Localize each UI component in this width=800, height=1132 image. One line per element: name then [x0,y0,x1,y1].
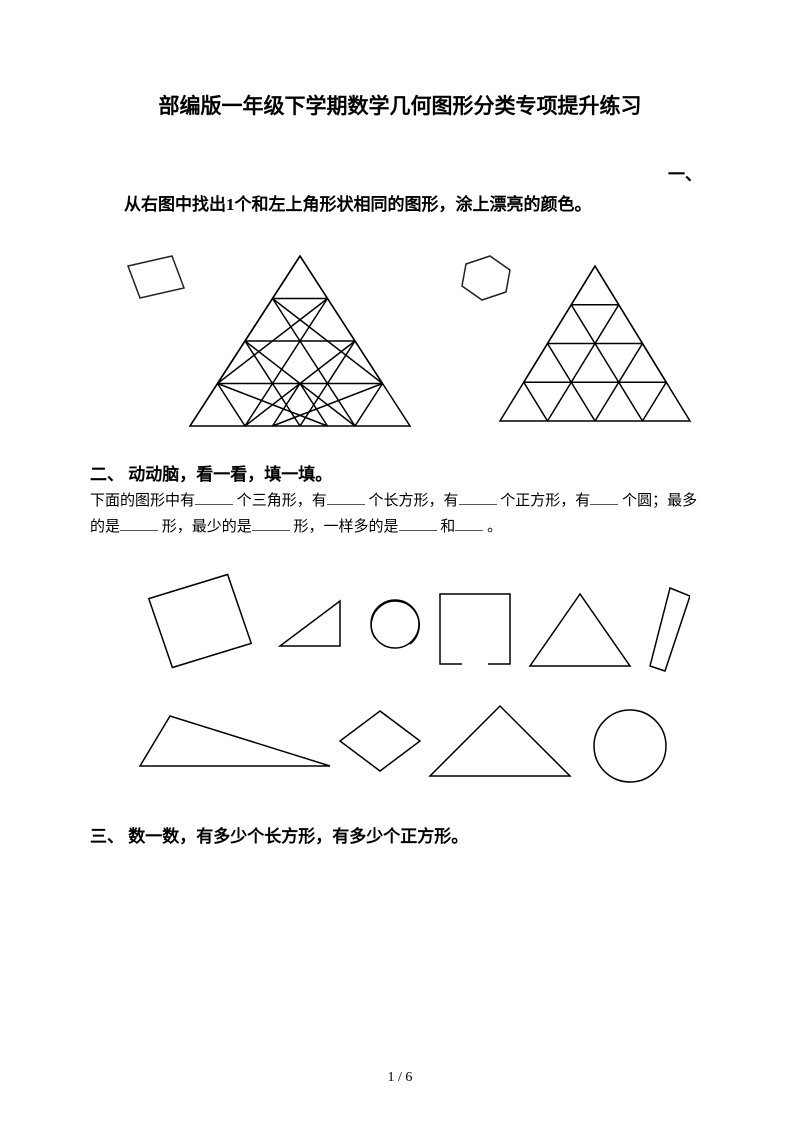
blank-triangles[interactable] [195,489,233,505]
q3-head: 三、 数一数，有多少个长方形，有多少个正方形。 [90,822,710,847]
q2-b: 个三角形，有 [237,493,327,509]
q1-text: 从右图中找出1个和左上角形状相同的图形，涂上漂亮的颜色。 [90,191,710,218]
q2-a: 下面的图形中有 [90,493,195,509]
q2-head: 二、 动动脑，看一看，填一填。 [90,460,710,485]
q2-figure [90,566,710,796]
q1-figure [90,244,710,434]
blank-least[interactable] [252,515,290,531]
q1-marker: 一、 [90,160,710,185]
blank-same1[interactable] [399,515,437,531]
q2-c: 个长方形，有 [369,493,459,509]
page-number: 1 / 6 [0,1070,800,1086]
q2-svg [110,566,690,796]
blank-same2[interactable] [455,515,483,531]
q2-body: 下面的图形中有 个三角形，有 个长方形，有 个正方形，有 个圆；最多的是 形，最… [90,489,710,540]
q2-h: 和 [440,519,455,535]
page-title: 部编版一年级下学期数学几何图形分类专项提升练习 [90,90,710,120]
q2-i: 。 [487,519,502,535]
q2-g: 形，一样多的是 [294,519,399,535]
blank-circles1[interactable] [590,489,618,505]
blank-most[interactable] [120,515,158,531]
blank-rects[interactable] [327,489,365,505]
blank-squares[interactable] [459,489,497,505]
page: 部编版一年级下学期数学几何图形分类专项提升练习 一、 从右图中找出1个和左上角形… [0,0,800,1132]
q2-f: 形，最少的是 [162,519,252,535]
q1-svg [100,244,700,434]
q2-d: 个正方形，有 [500,493,590,509]
